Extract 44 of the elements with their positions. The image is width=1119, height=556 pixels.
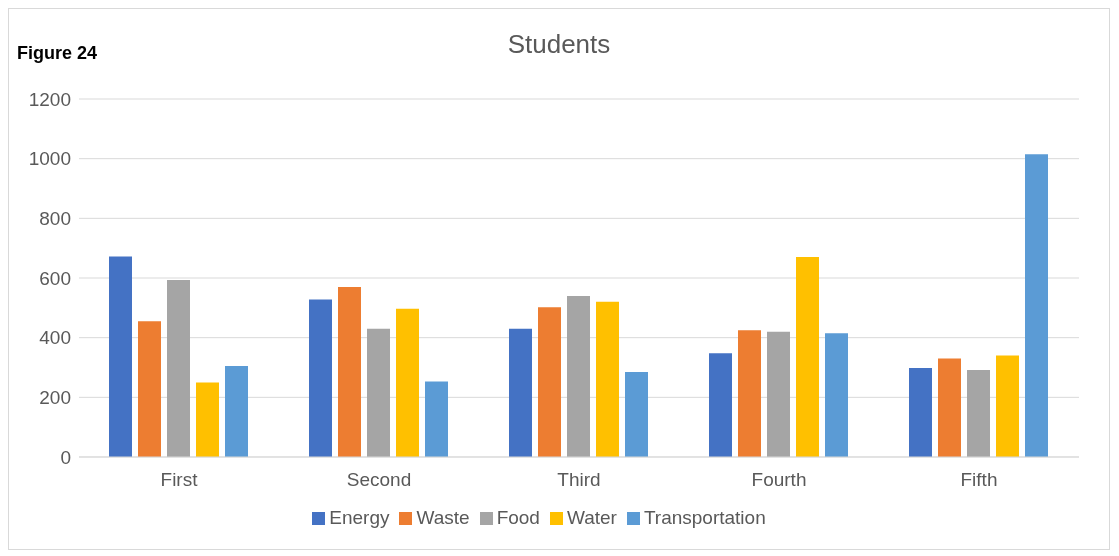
bar [396, 308, 419, 457]
bar [709, 353, 732, 457]
y-tick-label: 600 [39, 267, 71, 289]
bar [1025, 154, 1048, 457]
legend-label: Transportation [643, 507, 766, 528]
bar [367, 328, 390, 457]
bar [509, 328, 532, 457]
legend-label: Water [566, 507, 617, 528]
bar [309, 299, 332, 457]
bar [109, 256, 132, 457]
x-tick-label: Fourth [751, 469, 807, 491]
x-tick-label: First [160, 469, 199, 491]
bar [196, 382, 219, 457]
bar [825, 333, 848, 457]
chart-title: Students [507, 29, 611, 59]
bar [225, 366, 248, 457]
bar [967, 369, 990, 457]
bar [909, 368, 932, 457]
caption: Figure 24 [17, 43, 98, 64]
bar [567, 295, 590, 457]
bar [167, 280, 190, 457]
bar [538, 307, 561, 457]
y-tick-label: 200 [39, 387, 71, 409]
y-tick-label: 1200 [28, 88, 71, 110]
bar [425, 381, 448, 457]
bar [138, 321, 161, 457]
x-tick-label: Second [346, 469, 412, 491]
bar [938, 358, 961, 457]
x-tick-label: Fifth [960, 469, 998, 491]
bar [625, 371, 648, 457]
y-tick-label: 400 [39, 327, 71, 349]
legend-label: Food [496, 507, 540, 528]
bar [738, 330, 761, 457]
y-tick-label: 800 [39, 208, 71, 230]
bar [796, 257, 819, 457]
y-tick-label: 0 [60, 446, 71, 468]
legend-label: Waste [416, 507, 470, 528]
legend-label: Energy [329, 507, 390, 528]
bar [996, 355, 1019, 457]
bar [767, 331, 790, 457]
bar [596, 301, 619, 457]
x-tick-label: Third [557, 469, 601, 491]
y-tick-label: 1000 [28, 148, 71, 170]
bar [338, 286, 361, 457]
